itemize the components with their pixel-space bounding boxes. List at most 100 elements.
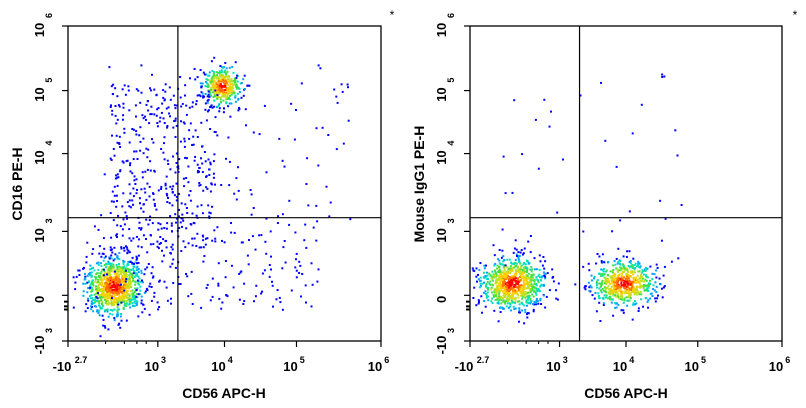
event-dot: [516, 283, 519, 285]
event-dot: [519, 284, 522, 287]
event-dot: [518, 307, 521, 310]
event-dot: [116, 257, 119, 260]
event-dot: [510, 261, 512, 264]
event-dot: [624, 286, 627, 289]
event-dot: [111, 251, 114, 254]
event-dot: [614, 288, 617, 291]
event-dot: [100, 214, 103, 217]
event-dot: [628, 283, 631, 285]
event-dot: [541, 275, 544, 278]
event-dot: [213, 84, 216, 87]
event-dot: [172, 126, 175, 129]
event-dot: [496, 285, 499, 287]
event-dot: [122, 267, 125, 270]
event-dot: [96, 297, 99, 300]
event-dot: [196, 232, 199, 235]
event-dot: [595, 282, 598, 284]
event-dot: [487, 295, 490, 298]
event-dot: [170, 246, 173, 249]
event-dot: [96, 290, 99, 293]
event-dot: [104, 296, 107, 299]
event-dot: [126, 251, 129, 254]
event-dot: [97, 278, 100, 281]
event-dot: [106, 310, 109, 313]
event-dot: [614, 287, 617, 290]
event-dot: [517, 257, 520, 259]
event-dot: [170, 297, 172, 300]
event-dot: [147, 223, 150, 226]
event-dot: [631, 288, 634, 291]
event-dot: [643, 289, 646, 292]
event-dot: [165, 227, 168, 230]
event-dot: [172, 185, 175, 188]
event-dot: [226, 92, 229, 95]
event-dot: [617, 261, 620, 264]
event-dot: [533, 268, 536, 271]
event-dot: [619, 266, 622, 269]
event-dot: [617, 247, 620, 250]
event-dot: [514, 239, 517, 242]
event-dot: [151, 276, 154, 279]
event-dot: [131, 302, 134, 305]
event-dot: [119, 315, 122, 318]
event-dot: [621, 296, 623, 299]
y-tick-label: 10: [32, 228, 47, 242]
event-dot: [211, 75, 214, 78]
event-dot: [116, 309, 119, 312]
event-dot: [217, 86, 220, 89]
event-dot: [142, 137, 145, 140]
event-dot: [187, 165, 190, 168]
event-dot: [99, 335, 102, 338]
event-dot: [202, 189, 205, 192]
event-dot: [146, 289, 149, 292]
event-dot: [122, 308, 125, 310]
event-dot: [247, 263, 250, 266]
event-dot: [229, 94, 231, 97]
event-dot: [660, 239, 663, 242]
event-dot: [612, 264, 615, 267]
event-dot: [602, 304, 605, 306]
event-dot: [635, 288, 638, 291]
event-dot: [521, 287, 524, 290]
event-dot: [209, 81, 212, 84]
event-dot: [109, 274, 112, 276]
event-dot: [499, 273, 502, 276]
event-dot: [506, 258, 509, 261]
event-dot: [127, 298, 130, 301]
event-dot: [628, 261, 631, 263]
event-dot: [137, 254, 140, 257]
event-dot: [530, 279, 533, 282]
event-dot: [600, 283, 603, 286]
event-dot: [502, 282, 505, 285]
event-dot: [631, 283, 634, 286]
event-dot: [95, 276, 98, 279]
event-dot: [497, 284, 500, 287]
event-dot: [538, 268, 541, 271]
event-dot: [99, 296, 102, 298]
event-dot: [620, 309, 623, 312]
event-dot: [130, 276, 133, 279]
event-dot: [611, 271, 614, 274]
event-dot: [134, 296, 137, 299]
event-dot: [617, 303, 620, 306]
event-dot: [121, 269, 123, 272]
event-dot: [633, 292, 636, 295]
event-dot: [138, 293, 141, 295]
event-dot: [119, 326, 122, 329]
event-dot: [212, 176, 215, 179]
event-dot: [603, 289, 605, 292]
event-dot: [641, 269, 644, 272]
event-dot: [230, 89, 233, 92]
event-dot: [502, 280, 505, 283]
event-dot: [200, 86, 203, 89]
event-dot: [184, 94, 186, 97]
event-dot: [525, 279, 528, 281]
event-dot: [483, 264, 486, 267]
event-dot: [165, 192, 168, 195]
event-dot: [503, 286, 506, 289]
event-dot: [207, 83, 210, 86]
event-dot: [111, 279, 114, 281]
event-dot: [114, 87, 117, 90]
event-dot: [134, 104, 137, 107]
event-dot: [109, 106, 112, 108]
